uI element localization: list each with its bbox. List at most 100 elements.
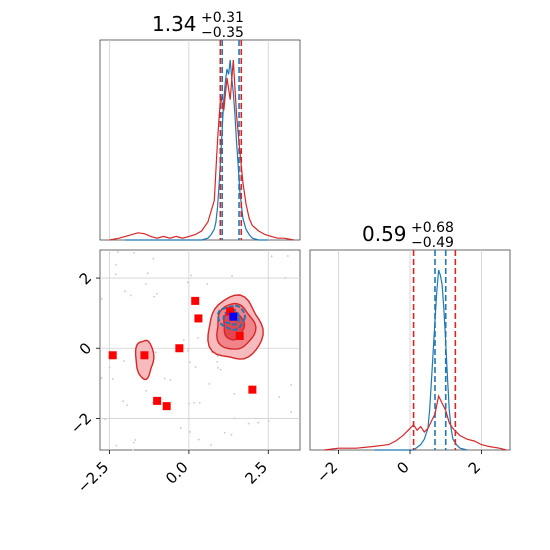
y-tick-label: 0 — [76, 339, 95, 358]
sample-dot — [257, 421, 260, 424]
sample-dot — [155, 351, 157, 354]
sample-dot — [206, 282, 209, 285]
joint-density-panel: −2.5 0.0 2.5 −2 0 2 — [67, 249, 301, 497]
sample-dot — [290, 411, 293, 414]
sample-dot — [169, 379, 172, 381]
title-param2: 0.59 — [362, 222, 407, 246]
sample-dot — [210, 444, 212, 447]
sample-dot — [132, 448, 134, 451]
density-contour — [134, 339, 155, 381]
sample-dot — [216, 360, 219, 363]
red-marker — [191, 296, 200, 305]
y-tick-label: 2 — [76, 269, 95, 288]
sample-dot — [114, 273, 117, 276]
sample-dot — [208, 383, 211, 385]
red-marker — [175, 344, 184, 353]
sample-dot — [129, 294, 132, 297]
sample-dot — [182, 339, 185, 341]
red-marker — [108, 351, 117, 360]
sample-dot — [134, 439, 137, 441]
red-marker — [153, 396, 162, 405]
sample-dot — [223, 431, 226, 434]
sample-dot — [100, 297, 103, 300]
histogram-line — [109, 59, 294, 241]
sample-dot — [189, 431, 191, 433]
histogram-line — [374, 269, 468, 451]
sample-dot — [189, 361, 192, 364]
histogram-line — [125, 59, 269, 241]
sample-dot — [111, 377, 114, 380]
sample-dot — [197, 438, 200, 441]
red-marker — [194, 314, 203, 323]
sample-dot — [145, 389, 147, 392]
x-tick-label: −2 — [313, 458, 341, 486]
x-tick-label: −2.5 — [74, 458, 112, 496]
sample-dot — [193, 401, 196, 404]
sample-dot — [122, 400, 124, 403]
red-marker — [162, 402, 171, 411]
density-contour — [222, 308, 241, 326]
title-param1-plus: +0.31 — [201, 10, 244, 26]
sample-dot — [115, 444, 118, 447]
sample-dot — [186, 281, 189, 284]
sample-dot — [233, 417, 236, 420]
title-param1-minus: −0.35 — [201, 25, 244, 41]
sample-dot — [186, 349, 189, 352]
title-param1-median: 1.34 — [152, 12, 197, 36]
red-marker — [226, 307, 235, 316]
y-tick-label: −2 — [67, 409, 95, 437]
blue-marker — [229, 312, 238, 321]
sample-dot — [115, 263, 117, 266]
sample-dot — [231, 275, 233, 277]
x-tick-label: 0 — [393, 458, 412, 477]
x-tick-label: 0.0 — [162, 458, 192, 488]
sample-dot — [230, 433, 233, 436]
sample-dot — [179, 427, 182, 430]
title-param2-plus: +0.68 — [411, 220, 454, 236]
sample-dot — [216, 355, 219, 358]
sample-dot — [194, 366, 197, 368]
sample-dot — [123, 360, 126, 363]
sample-dot — [146, 272, 149, 275]
sample-dot — [197, 336, 199, 339]
sample-dot — [124, 290, 126, 293]
sample-dot — [284, 277, 287, 279]
sample-dot — [153, 295, 155, 298]
sample-dot — [103, 418, 106, 421]
density-contour — [217, 304, 246, 331]
sample-dot — [198, 402, 201, 404]
sample-dot — [270, 255, 273, 258]
sample-dot — [126, 404, 129, 407]
sample-dot — [190, 274, 193, 277]
red-marker — [248, 385, 257, 394]
sample-dot — [188, 402, 191, 405]
title-param1: 1.34 — [152, 12, 197, 36]
red-marker — [140, 351, 149, 360]
sample-dot — [247, 422, 250, 425]
marginal-histogram-param2: −2 0 2 0.59 +0.68 −0.49 — [309, 220, 511, 486]
sample-dot — [290, 384, 292, 386]
sample-dot — [132, 441, 135, 444]
sample-dot — [116, 250, 119, 253]
sample-dot — [152, 257, 155, 260]
sample-dot — [233, 392, 236, 395]
sample-dot — [133, 251, 135, 254]
sample-dot — [100, 377, 103, 379]
sample-dot — [163, 377, 166, 380]
marginal-histogram-param1: 1.34 +0.31 −0.35 — [99, 10, 301, 241]
sample-dot — [155, 292, 158, 295]
sample-dot — [267, 419, 270, 422]
sample-dot — [219, 368, 222, 371]
sample-dot — [216, 366, 219, 369]
sample-dot — [278, 396, 281, 399]
sample-dot — [108, 366, 111, 369]
x-tick-label: 2.5 — [241, 458, 271, 488]
histogram-line — [324, 394, 507, 451]
red-marker — [235, 331, 244, 340]
sample-dot — [187, 347, 190, 350]
sample-dot — [286, 255, 289, 257]
title-param2-minus: −0.49 — [411, 235, 454, 251]
sample-dot — [145, 282, 147, 285]
title-param2-median: 0.59 — [362, 222, 407, 246]
